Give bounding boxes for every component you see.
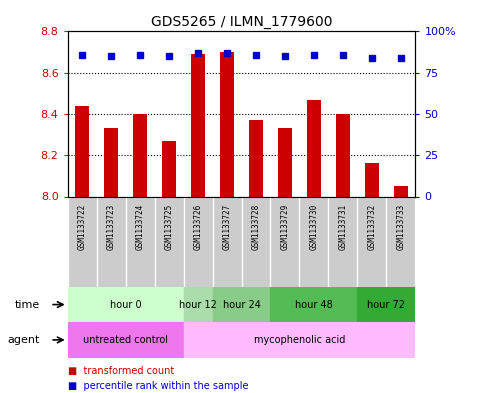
Bar <box>162 141 176 196</box>
Text: hour 12: hour 12 <box>179 299 217 310</box>
Bar <box>220 52 234 196</box>
Text: hour 48: hour 48 <box>295 299 333 310</box>
Text: GSM1133726: GSM1133726 <box>194 204 202 250</box>
Bar <box>270 287 357 322</box>
Text: GSM1133732: GSM1133732 <box>368 204 376 250</box>
Bar <box>133 114 147 196</box>
Text: ■  percentile rank within the sample: ■ percentile rank within the sample <box>68 381 248 391</box>
Bar <box>184 287 213 322</box>
Text: GSM1133730: GSM1133730 <box>310 204 318 250</box>
Bar <box>357 287 415 322</box>
Text: hour 24: hour 24 <box>223 299 260 310</box>
Text: ■  transformed count: ■ transformed count <box>68 366 174 376</box>
Title: GDS5265 / ILMN_1779600: GDS5265 / ILMN_1779600 <box>151 15 332 29</box>
Text: agent: agent <box>7 335 40 345</box>
Bar <box>191 54 205 196</box>
Bar <box>213 287 270 322</box>
Bar <box>104 129 118 196</box>
Text: GSM1133727: GSM1133727 <box>223 204 231 250</box>
Text: GSM1133725: GSM1133725 <box>165 204 173 250</box>
Text: GSM1133728: GSM1133728 <box>252 204 260 250</box>
Bar <box>68 287 184 322</box>
Text: GSM1133724: GSM1133724 <box>136 204 144 250</box>
Bar <box>184 322 415 358</box>
Bar <box>75 106 89 196</box>
Text: GSM1133722: GSM1133722 <box>78 204 86 250</box>
Text: GSM1133723: GSM1133723 <box>107 204 115 250</box>
Text: GSM1133731: GSM1133731 <box>339 204 347 250</box>
Bar <box>307 99 321 196</box>
Bar <box>365 163 379 196</box>
Text: GSM1133733: GSM1133733 <box>397 204 405 250</box>
Bar <box>249 120 263 196</box>
Text: untreated control: untreated control <box>83 335 168 345</box>
Bar <box>278 129 292 196</box>
Text: hour 72: hour 72 <box>368 299 405 310</box>
Bar <box>336 114 350 196</box>
Text: time: time <box>14 299 40 310</box>
Bar <box>68 322 184 358</box>
Bar <box>394 186 408 196</box>
Text: hour 0: hour 0 <box>110 299 142 310</box>
Text: mycophenolic acid: mycophenolic acid <box>254 335 345 345</box>
Text: GSM1133729: GSM1133729 <box>281 204 289 250</box>
